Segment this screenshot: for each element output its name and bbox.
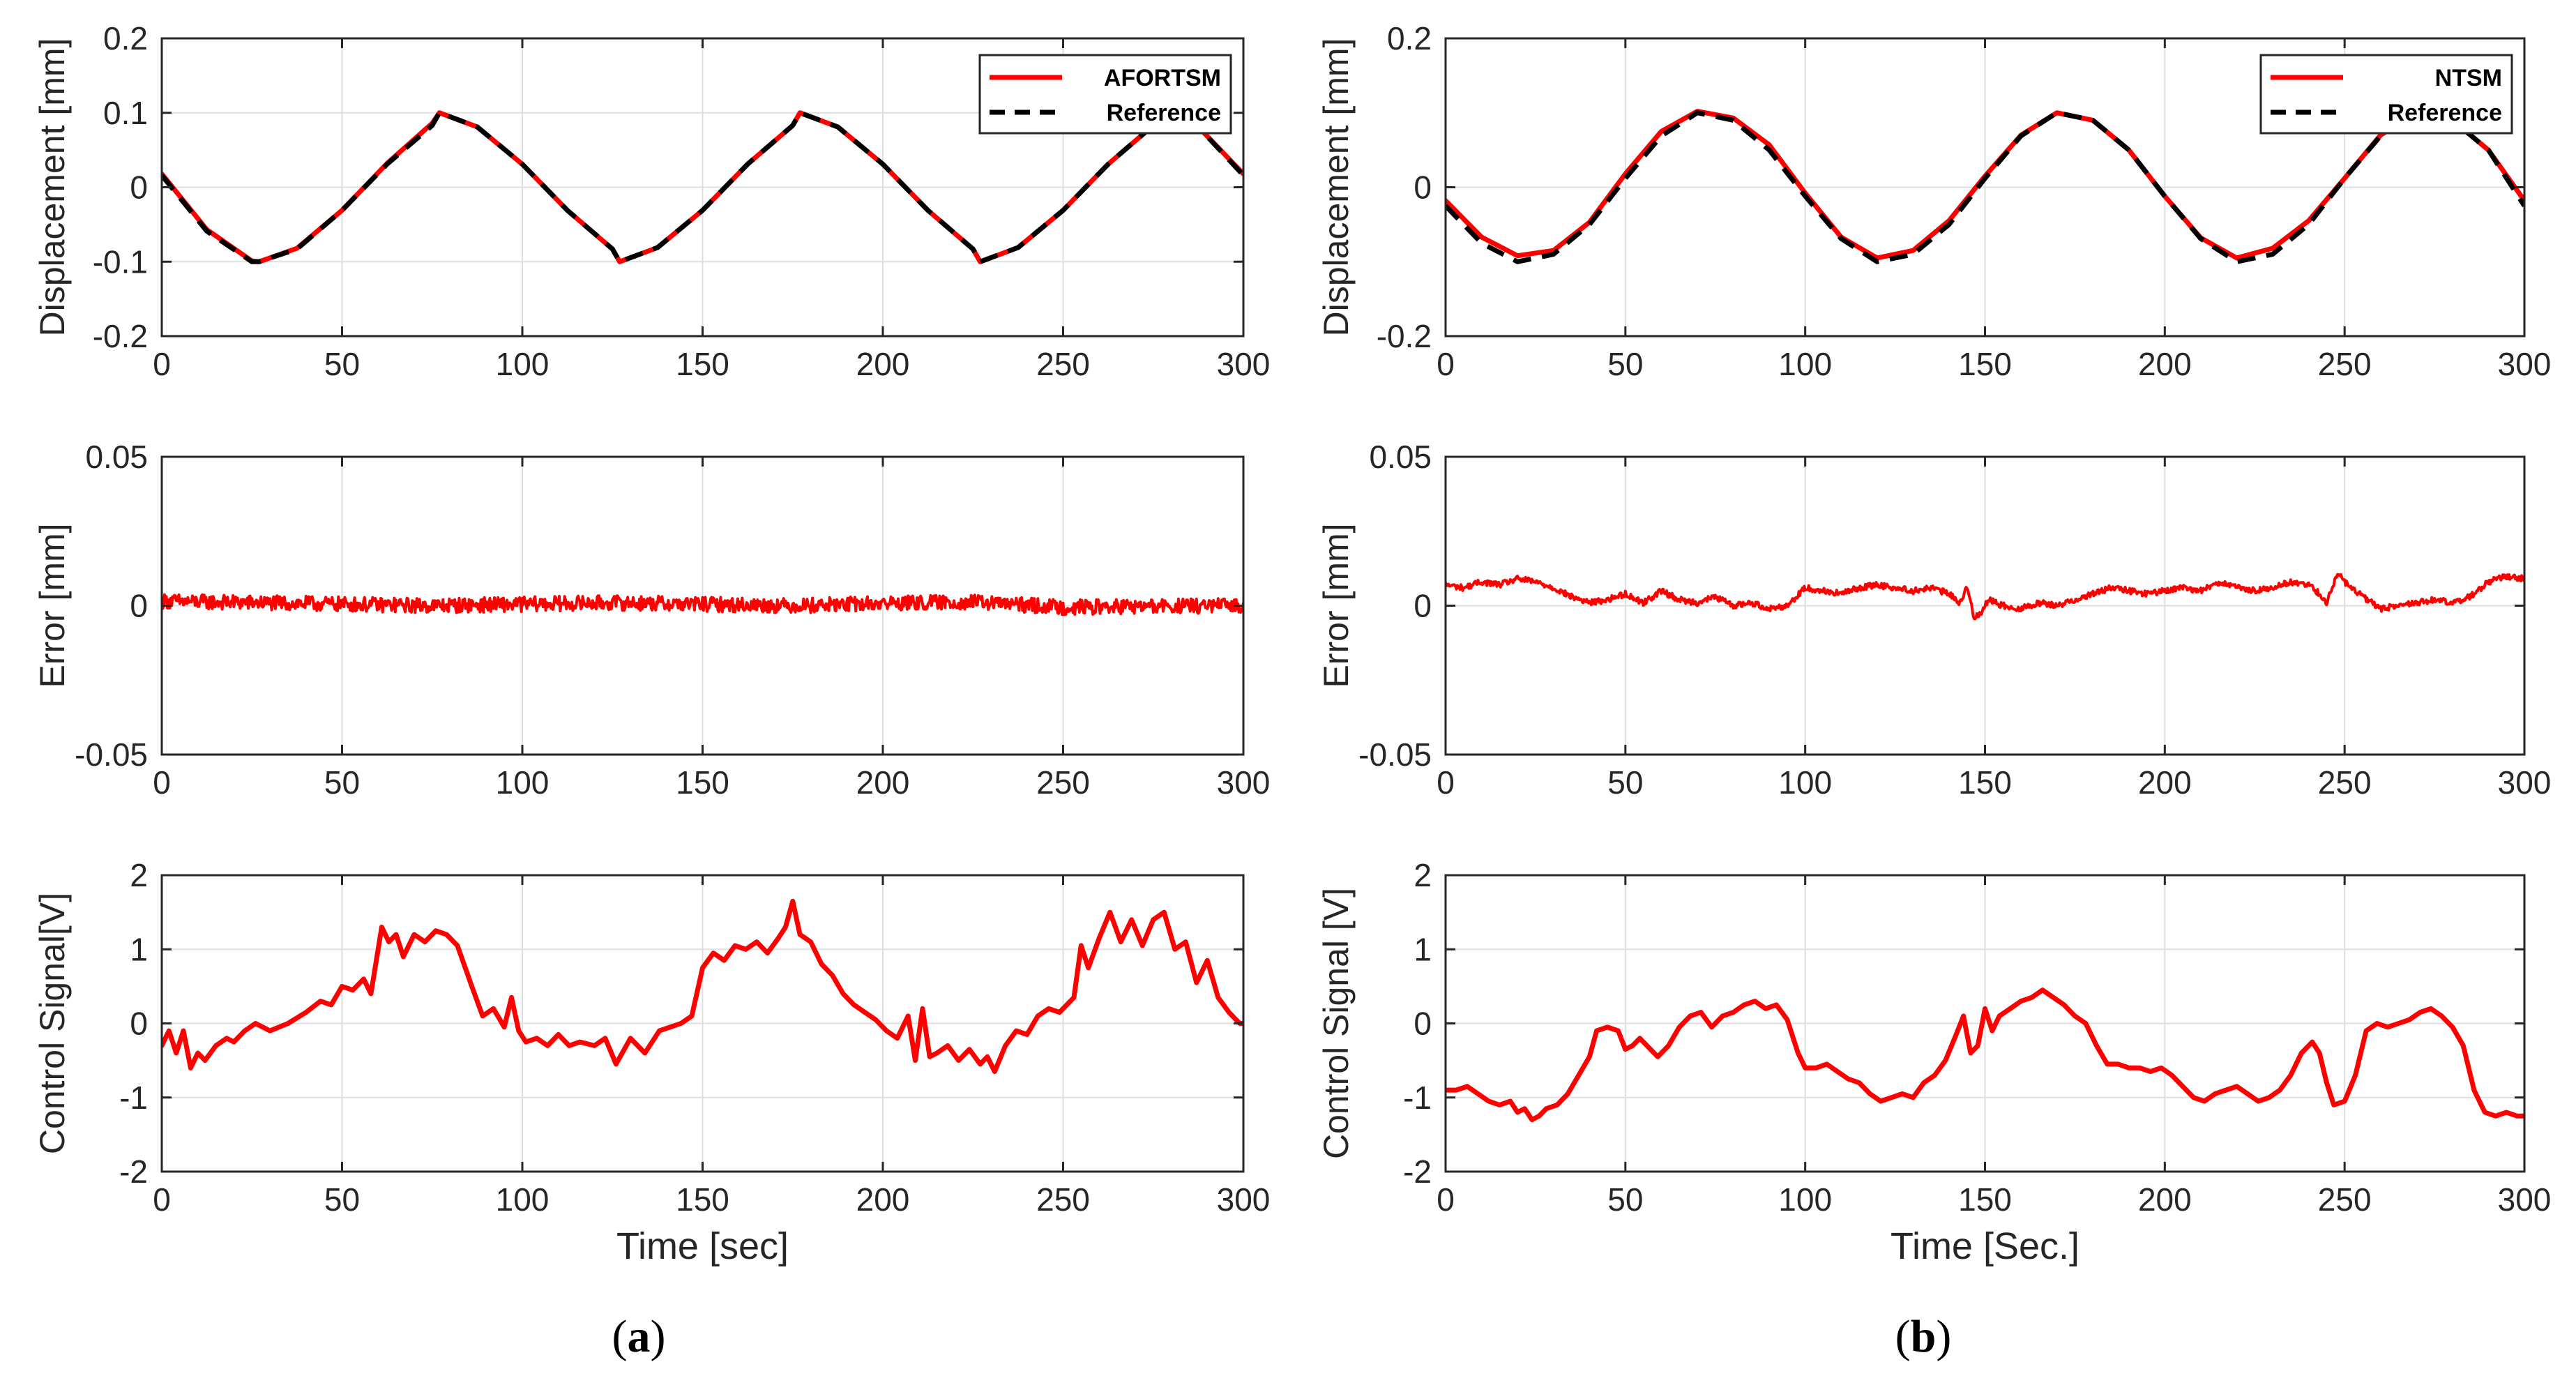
chart-a-1-ytick-label: 0.05 — [85, 439, 148, 475]
chart-a-1-xtick-label: 100 — [496, 764, 550, 801]
chart-b-2-xtick-label: 300 — [2498, 1181, 2552, 1218]
chart-a-0-xtick-label: 300 — [1217, 346, 1271, 382]
chart-b-2: 0 50 100 150 200 250 300 -2 -1 0 1 2 Control Signal … — [1317, 857, 2551, 1267]
chart-b-2-xtick-label: 0 — [1437, 1181, 1455, 1218]
chart-b-1-xtick-label: 200 — [2138, 764, 2192, 801]
chart-b-1-ylabel: Error [mm] — [1317, 523, 1356, 688]
chart-b-2-xtick-label: 100 — [1778, 1181, 1832, 1218]
chart-a-2-xtick-label: 0 — [153, 1181, 171, 1218]
chart-a-0-series-reference — [162, 110, 1243, 264]
chart-a-2-xtick-label: 300 — [1217, 1181, 1271, 1218]
chart-b-1-ytick-label: 0.05 — [1369, 439, 1432, 475]
plots-layer: 0 50 100 150 200 250 300-0.2-0.100.10.2Displac… — [33, 20, 2551, 1267]
chart-a-2-ytick-label: 1 — [130, 931, 148, 967]
chart-a-1-ytick-label: 0 — [130, 588, 148, 624]
chart-b-1-ytick-label: 0 — [1414, 588, 1432, 624]
chart-a-1-xtick-label: 200 — [856, 764, 910, 801]
chart-b-2-xtick-label: 250 — [2318, 1181, 2372, 1218]
chart-b-2-series-ntsm — [1446, 987, 2524, 1123]
chart-a-2-xlabel: Time [sec] — [616, 1225, 789, 1267]
chart-a-1-series-afortsm — [162, 593, 1243, 616]
chart-a-0-ytick-label: 0 — [130, 169, 148, 206]
chart-b-0-xtick-label: 250 — [2318, 346, 2372, 382]
chart-b-1-xtick-label: 0 — [1437, 764, 1455, 801]
chart-b-2-ytick-label: 0 — [1414, 1006, 1432, 1042]
chart-b-0-xtick-label: 150 — [1958, 346, 2012, 382]
chart-b-1-xtick-label: 50 — [1607, 764, 1643, 801]
chart-a-0-ytick-label: 0.1 — [103, 95, 148, 131]
chart-b-0-xtick-label: 200 — [2138, 346, 2192, 382]
chart-b-0-ytick-label: 0.2 — [1387, 20, 1432, 56]
chart-a-0-xtick-label: 150 — [676, 346, 729, 382]
chart-b-0-xtick-label: 0 — [1437, 346, 1455, 382]
chart-a-0-legend-box — [978, 54, 1232, 135]
chart-a-2-xtick-label: 150 — [676, 1181, 729, 1218]
chart-b-0-xtick-label: 50 — [1607, 346, 1643, 382]
chart-a-1-xtick-label: 150 — [676, 764, 729, 801]
chart-a-0-xtick-label: 200 — [856, 346, 910, 382]
chart-a-0-xtick-label: 100 — [496, 346, 550, 382]
chart-a-0-ytick-label: 0.2 — [103, 20, 148, 56]
chart-a-2-xtick-label: 50 — [324, 1181, 360, 1218]
chart-a-1-xtick-label: 300 — [1217, 764, 1271, 801]
chart-a-2-xtick-label: 200 — [856, 1181, 910, 1218]
chart-a-2-series-afortsm — [162, 898, 1243, 1075]
chart-b-0-legend-box — [2259, 54, 2513, 135]
chart-a-1-ylabel: Error [mm] — [33, 523, 72, 688]
chart-b-0-xtick-label: 300 — [2498, 346, 2552, 382]
chart-b-0-ytick-label: 0 — [1414, 169, 1432, 206]
chart-b-2-ytick-label: 1 — [1414, 931, 1432, 967]
chart-a-0-xtick-label: 250 — [1036, 346, 1090, 382]
panel-label-b: (b) — [1895, 1311, 1952, 1362]
chart-a-2-ytick-label: -2 — [119, 1153, 148, 1190]
chart-a-2-xtick-label: 250 — [1036, 1181, 1090, 1218]
chart-b-2-xtick-label: 150 — [1958, 1181, 2012, 1218]
chart-b-2-xtick-label: 200 — [2138, 1181, 2192, 1218]
chart-a-1-ytick-label: -0.05 — [75, 736, 148, 773]
chart-b-1-series-ntsm — [1446, 573, 2524, 621]
chart-b-1-xtick-label: 100 — [1778, 764, 1832, 801]
chart-b-2-xtick-label: 50 — [1607, 1181, 1643, 1218]
chart-b-0-legend-label-reference: Reference — [2388, 100, 2502, 126]
chart-a-1-xtick-label: 0 — [153, 764, 171, 801]
chart-a-0-xtick-label: 50 — [324, 346, 360, 382]
chart-a-2-ytick-label: -1 — [119, 1080, 148, 1116]
chart-b-0-ytick-label: -0.2 — [1377, 318, 1432, 354]
chart-b-1-ytick-label: -0.05 — [1358, 736, 1432, 773]
chart-a-0-ylabel: Displacement [mm] — [33, 38, 72, 337]
panel-label-a: (a) — [612, 1311, 666, 1362]
chart-b-0-xtick-label: 100 — [1778, 346, 1832, 382]
chart-a-1-xtick-label: 250 — [1036, 764, 1090, 801]
chart-b-1-xtick-label: 150 — [1958, 764, 2012, 801]
chart-a-2: 0 50 100 150 200 250 300 -2 -1 0 1 2 Control Signal[… — [33, 857, 1270, 1267]
chart-b-0-series-reference — [1446, 110, 2524, 264]
chart-a-0-ytick-label: -0.1 — [93, 243, 148, 280]
chart-b-1-xtick-label: 250 — [2318, 764, 2372, 801]
chart-a-0-xtick-label: 0 — [153, 346, 171, 382]
chart-a-0: 0 50 100 150 200 250 300 -0.2 -0.1 0 0.1 0.2 Displac… — [33, 20, 1270, 382]
chart-a-2-ylabel: Control Signal[V] — [33, 893, 72, 1154]
chart-a-0-legend: AFORTSM Reference — [978, 54, 1232, 135]
chart-b-2-ytick-label: -2 — [1403, 1153, 1432, 1190]
chart-a-0-legend-label-reference: Reference — [1107, 100, 1221, 126]
chart-b-2-ytick-label: 2 — [1414, 857, 1432, 893]
chart-b-1-xtick-label: 300 — [2498, 764, 2552, 801]
chart-b-2-ytick-label: -1 — [1403, 1080, 1432, 1116]
chart-a-0-legend-label-afortsm: AFORTSM — [1104, 65, 1221, 91]
chart-b-2-xlabel: Time [Sec.] — [1891, 1225, 2079, 1267]
chart-b-2-ylabel: Control Signal [V] — [1317, 888, 1356, 1159]
chart-a-2-ytick-label: 0 — [130, 1006, 148, 1042]
chart-a-2-xtick-label: 100 — [496, 1181, 550, 1218]
chart-b-0-legend-label-ntsm: NTSM — [2435, 65, 2502, 91]
chart-b-0-ylabel: Displacement [mm] — [1317, 38, 1356, 337]
chart-b-0-legend: NTSM Reference — [2259, 54, 2513, 135]
chart-a-0-ytick-label: -0.2 — [93, 318, 148, 354]
chart-a-1-xtick-label: 50 — [324, 764, 360, 801]
chart-a-2-ytick-label: 2 — [130, 857, 148, 893]
